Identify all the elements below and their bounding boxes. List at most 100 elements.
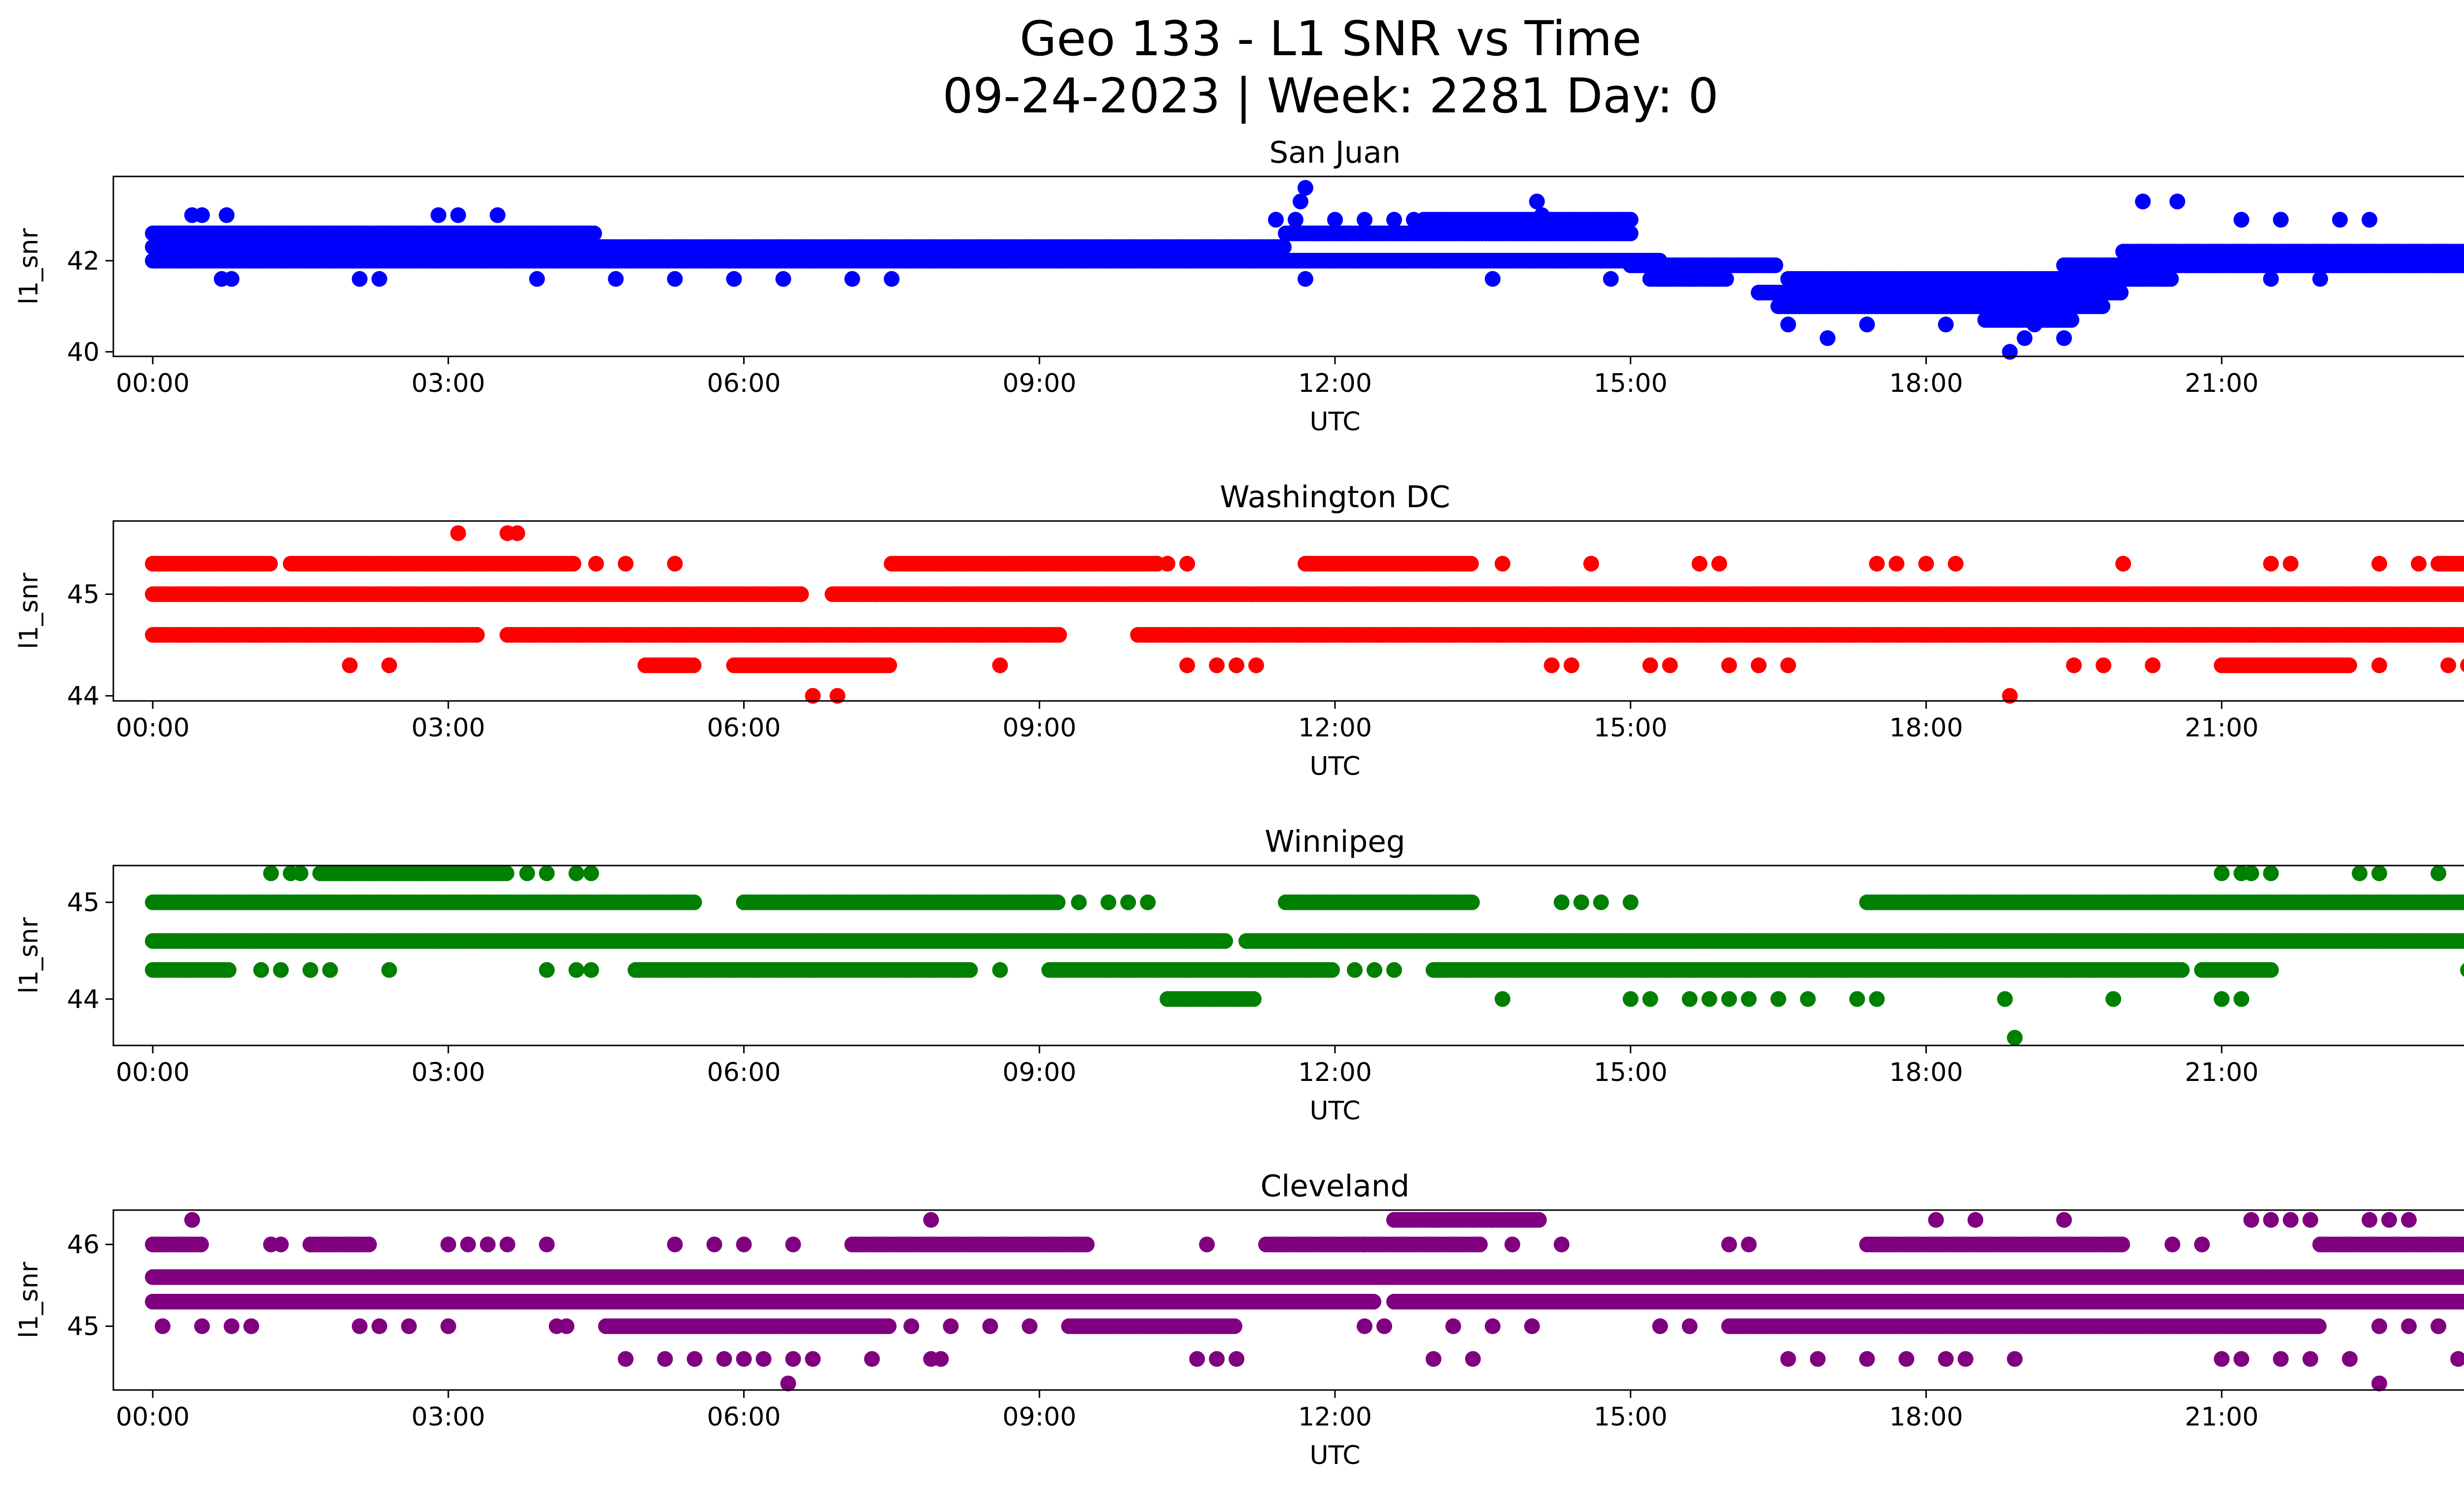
data-point xyxy=(1229,657,1245,673)
data-point xyxy=(220,962,237,978)
data-point xyxy=(962,962,978,978)
data-point xyxy=(1405,211,1422,228)
data-series xyxy=(145,180,2464,360)
data-point xyxy=(1750,657,1767,673)
data-point xyxy=(529,271,545,287)
x-tick-label: 21:00 xyxy=(2185,369,2259,398)
data-point xyxy=(1298,180,1313,196)
data-point xyxy=(194,207,210,223)
x-tick-label: 18:00 xyxy=(1889,713,1963,743)
data-point xyxy=(450,207,466,223)
data-point xyxy=(2095,657,2112,673)
data-point xyxy=(1050,894,1066,910)
data-point xyxy=(2361,211,2378,228)
data-point xyxy=(2460,244,2464,259)
data-point xyxy=(608,271,624,287)
data-point xyxy=(1622,225,1639,242)
data-point xyxy=(2273,211,2289,228)
data-point xyxy=(726,271,742,287)
data-point xyxy=(223,271,240,287)
data-point xyxy=(1217,933,1233,949)
x-tick-label: 12:00 xyxy=(1298,713,1372,743)
data-point xyxy=(1529,193,1545,209)
data-point xyxy=(2115,556,2131,572)
y-tick-label: 44 xyxy=(67,682,100,711)
data-point xyxy=(2017,330,2033,346)
data-point xyxy=(2371,657,2388,673)
x-tick-label: 00:00 xyxy=(116,713,190,743)
y-tick-label: 45 xyxy=(67,580,100,609)
y-axis-label: l1_snr xyxy=(14,572,44,649)
x-tick-label: 12:00 xyxy=(1298,369,1372,398)
x-axis-label: UTC xyxy=(1309,407,1360,437)
data-point xyxy=(2460,659,2464,672)
data-point xyxy=(1948,556,1964,572)
data-point xyxy=(2094,298,2111,314)
data-point xyxy=(218,207,235,223)
data-point xyxy=(1583,556,1599,572)
y-tick-label: 40 xyxy=(67,338,100,367)
data-point xyxy=(1298,271,1313,287)
data-point xyxy=(1662,657,1678,673)
data-point xyxy=(881,657,897,673)
data-point xyxy=(2233,211,2250,228)
data-point xyxy=(1563,657,1579,673)
data-point xyxy=(565,556,582,572)
data-point xyxy=(2459,587,2464,602)
y-axis-label: l1_snr xyxy=(14,228,44,305)
data-point xyxy=(2263,556,2279,572)
data-point xyxy=(586,225,602,242)
data-point xyxy=(1642,657,1658,673)
data-point xyxy=(775,271,791,287)
data-point xyxy=(2463,590,2464,599)
data-point xyxy=(1819,330,1836,346)
x-tick-label: 00:00 xyxy=(116,369,190,398)
data-point xyxy=(1603,271,1619,287)
data-point xyxy=(1288,211,1303,228)
data-point xyxy=(450,525,466,541)
data-point xyxy=(1324,962,1340,978)
data-point xyxy=(2332,211,2348,228)
figure-title-line1: Geo 133 - L1 SNR vs Time xyxy=(1020,11,1642,67)
data-point xyxy=(1386,211,1402,228)
data-point xyxy=(1179,657,1196,673)
data-point xyxy=(2169,193,2186,209)
data-point xyxy=(2163,271,2179,287)
data-point xyxy=(1160,556,1176,572)
data-point xyxy=(1938,316,1954,333)
x-tick-label: 18:00 xyxy=(1889,369,1963,398)
data-point xyxy=(2283,556,2299,572)
x-tick-label: 06:00 xyxy=(707,713,781,743)
data-point xyxy=(1463,556,1479,572)
y-tick-label: 42 xyxy=(67,246,100,276)
data-point xyxy=(1268,211,1284,228)
data-point xyxy=(2135,193,2151,209)
data-point xyxy=(2063,312,2080,328)
data-point xyxy=(1888,556,1905,572)
data-point xyxy=(844,271,860,287)
plot-frame xyxy=(112,520,2464,702)
data-point xyxy=(1179,556,1196,572)
data-point xyxy=(430,207,446,223)
data-point xyxy=(2113,284,2129,301)
data-point xyxy=(2263,271,2279,287)
subplot-title: San Juan xyxy=(1269,135,1401,170)
data-point xyxy=(2056,330,2072,346)
data-point xyxy=(1721,657,1737,673)
data-point xyxy=(2145,657,2161,673)
data-point xyxy=(381,657,397,673)
data-point xyxy=(2341,657,2358,673)
data-point xyxy=(1276,239,1292,255)
subplot-title: Winnipeg xyxy=(1265,824,1405,859)
data-point xyxy=(1711,556,1727,572)
data-point xyxy=(588,556,604,572)
x-tick-label: 15:00 xyxy=(1594,369,1668,398)
data-point xyxy=(992,657,1008,673)
data-point xyxy=(1357,211,1372,228)
data-point xyxy=(1718,271,1734,287)
subplot-title: Washington DC xyxy=(1220,480,1450,515)
data-point xyxy=(489,207,506,223)
